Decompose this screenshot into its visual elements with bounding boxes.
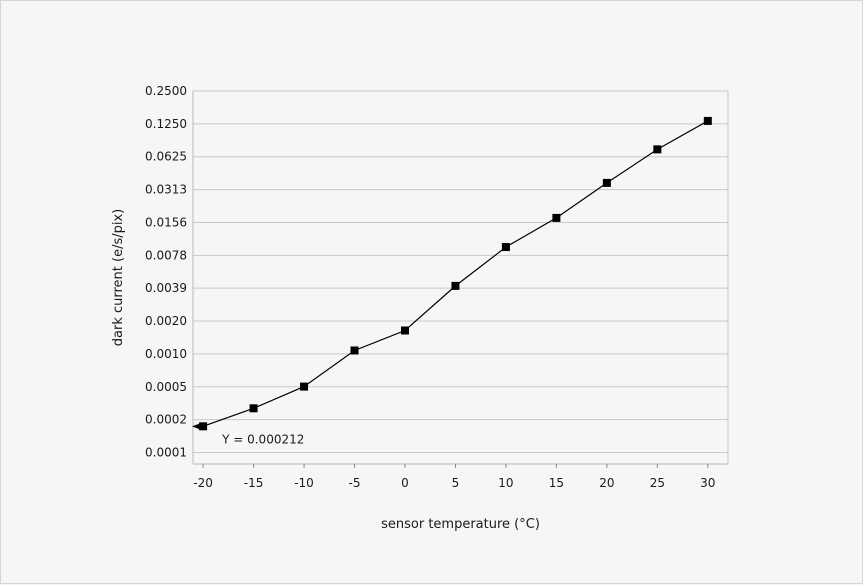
x-tick-label-7: 15 <box>549 476 564 490</box>
data-point-10 <box>703 116 712 125</box>
x-tick-label-8: 20 <box>599 476 614 490</box>
data-point-6 <box>501 243 510 252</box>
x-tick-label-5: 5 <box>452 476 460 490</box>
x-tick-label-9: 25 <box>650 476 665 490</box>
gridlines <box>193 90 728 453</box>
data-point-5 <box>451 281 460 290</box>
y-tick-label-6: 0.0039 <box>145 281 187 295</box>
data-point-1 <box>249 404 258 413</box>
y-tick-label-7: 0.0020 <box>145 314 187 328</box>
y-tick-label-11: 0.0001 <box>145 445 187 459</box>
y-tick-label-0: 0.2500 <box>145 84 187 98</box>
x-axis-title: sensor temperature (°C) <box>381 517 540 532</box>
x-tick-label-0: -20 <box>193 476 213 490</box>
y-tick-label-2: 0.0625 <box>145 150 187 164</box>
y-tick-label-9: 0.0005 <box>145 380 187 394</box>
y-tick-label-4: 0.0156 <box>145 215 187 229</box>
annotation-group: Y = 0.000212 <box>192 423 304 446</box>
y-tick-label-5: 0.0078 <box>145 248 187 262</box>
x-tick-label-3: -5 <box>349 476 361 490</box>
x-tick-label-6: 10 <box>498 476 513 490</box>
series-group <box>199 116 712 431</box>
annotation-label: Y = 0.000212 <box>221 432 304 446</box>
series-line-0 <box>202 120 709 427</box>
data-point-2 <box>300 382 309 391</box>
x-axis-ticks: -20 -15 -10 -5 0 5 10 15 20 25 30 <box>193 464 715 490</box>
data-point-7 <box>552 213 561 222</box>
data-point-4 <box>400 326 409 335</box>
data-point-9 <box>653 145 662 154</box>
x-tick-label-10: 30 <box>700 476 715 490</box>
plot-area-border <box>192 91 729 465</box>
x-tick-label-1: -15 <box>244 476 264 490</box>
x-tick-label-4: 0 <box>401 476 409 490</box>
y-tick-label-1: 0.1250 <box>145 117 187 131</box>
x-tick-label-2: -10 <box>294 476 314 490</box>
data-point-0 <box>199 422 208 431</box>
y-tick-label-3: 0.0313 <box>145 183 187 197</box>
data-point-3 <box>350 346 359 355</box>
data-point-8 <box>602 178 611 187</box>
y-tick-label-10: 0.0002 <box>145 413 187 427</box>
y-tick-label-8: 0.0010 <box>145 347 187 361</box>
y-axis-title: dark current (e/s/pix) <box>111 209 126 346</box>
y-axis-ticks: 0.2500 0.1250 0.0625 0.0313 0.0156 0.0078 0.00… <box>145 84 187 459</box>
annotation-arrow <box>192 423 200 430</box>
